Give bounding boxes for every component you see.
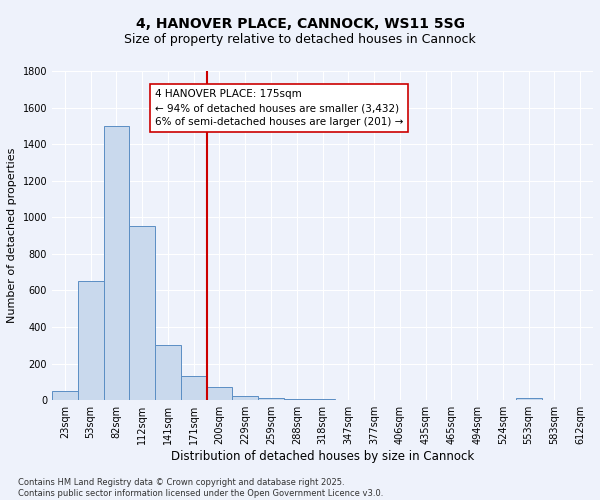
Bar: [232, 396, 258, 400]
Bar: [52, 391, 78, 400]
Text: 4 HANOVER PLACE: 175sqm
← 94% of detached houses are smaller (3,432)
6% of semi-: 4 HANOVER PLACE: 175sqm ← 94% of detache…: [155, 89, 403, 127]
X-axis label: Distribution of detached houses by size in Cannock: Distribution of detached houses by size …: [171, 450, 474, 463]
Bar: [258, 398, 284, 400]
Text: Size of property relative to detached houses in Cannock: Size of property relative to detached ho…: [124, 32, 476, 46]
Bar: [206, 388, 232, 400]
Bar: [78, 282, 104, 401]
Bar: [129, 226, 155, 400]
Bar: [155, 346, 181, 401]
Y-axis label: Number of detached properties: Number of detached properties: [7, 148, 17, 324]
Bar: [516, 398, 542, 400]
Bar: [181, 376, 206, 400]
Bar: [104, 126, 129, 400]
Text: 4, HANOVER PLACE, CANNOCK, WS11 5SG: 4, HANOVER PLACE, CANNOCK, WS11 5SG: [136, 18, 464, 32]
Text: Contains HM Land Registry data © Crown copyright and database right 2025.
Contai: Contains HM Land Registry data © Crown c…: [18, 478, 383, 498]
